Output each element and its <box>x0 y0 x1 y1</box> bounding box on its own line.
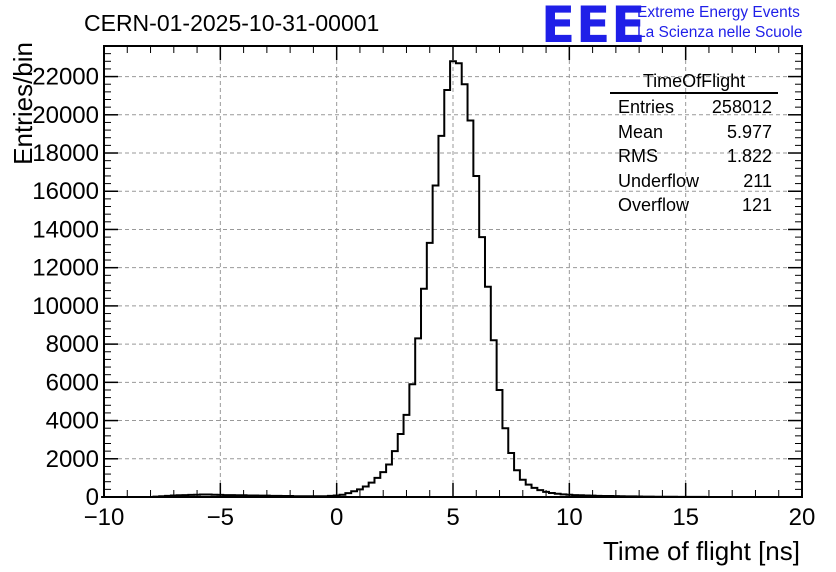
stats-value: 211 <box>743 170 772 191</box>
x-tick-label: −10 <box>84 504 125 531</box>
stats-row-mean: Mean 5.977 <box>610 120 778 145</box>
y-tick-label: 4000 <box>46 408 99 435</box>
eee-tagline-1: Extreme Energy Events <box>637 4 800 21</box>
tick-labels: −10 −5 0 5 10 15 20 0 2000 4000 6000 8000 10000 12000… <box>32 64 815 531</box>
y-tick-label: 18000 <box>32 140 99 167</box>
x-tick-label: 5 <box>446 504 459 531</box>
stats-row-overflow: Overflow 121 <box>610 193 778 218</box>
stats-row-underflow: Underflow 211 <box>610 169 778 194</box>
y-axis-label: Entries/bin <box>8 42 38 165</box>
stats-row-rms: RMS 1.822 <box>610 144 778 169</box>
stats-label: Underflow <box>618 170 700 191</box>
stats-value: 1.822 <box>726 146 772 166</box>
eee-logo: EEE <box>541 0 647 54</box>
stats-label: RMS <box>618 146 658 166</box>
stats-value: 5.977 <box>726 121 772 142</box>
stats-label: Overflow <box>618 195 690 215</box>
y-tick-label: 16000 <box>32 178 99 205</box>
y-tick-label: 2000 <box>46 446 99 473</box>
y-tick-label: 6000 <box>46 369 99 396</box>
stats-divider <box>610 92 778 94</box>
eee-tagline-2: La Scienza nelle Scuole <box>637 24 803 41</box>
y-tick-label: 20000 <box>32 102 99 129</box>
x-axis-label: Time of flight [ns] <box>603 536 800 566</box>
stats-label: Entries <box>618 97 675 117</box>
stats-box: TimeOfFlight Entries 258012 Mean 5.977 R… <box>610 70 778 218</box>
y-tick-label: 12000 <box>32 255 99 282</box>
y-tick-label: 8000 <box>46 331 99 358</box>
stats-title: TimeOfFlight <box>642 71 746 91</box>
stats-row-entries: Entries 258012 <box>610 95 778 120</box>
y-tick-label: 22000 <box>32 64 99 91</box>
axis-ticks <box>103 46 803 498</box>
x-tick-label: 10 <box>556 504 583 531</box>
stats-label: Mean <box>618 121 664 142</box>
grid-lines <box>104 46 802 497</box>
x-tick-label: −5 <box>207 504 234 531</box>
stats-value: 121 <box>741 195 772 215</box>
stats-value: 258012 <box>711 97 772 117</box>
x-tick-label: 20 <box>789 504 816 531</box>
run-title: CERN-01-2025-10-31-00001 <box>84 10 380 36</box>
x-tick-label: 15 <box>672 504 699 531</box>
y-tick-label: 10000 <box>32 293 99 320</box>
y-tick-label: 14000 <box>32 216 99 243</box>
y-tick-label: 0 <box>86 484 99 511</box>
x-tick-label: 0 <box>330 504 343 531</box>
